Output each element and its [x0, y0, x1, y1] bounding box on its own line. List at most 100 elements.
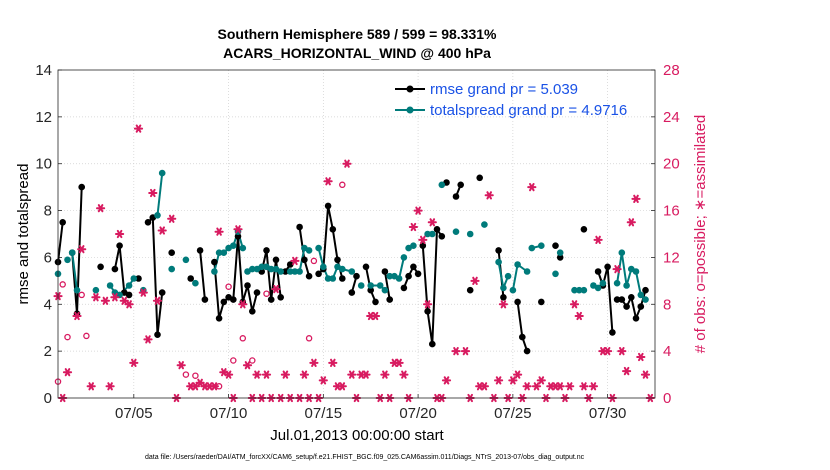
obs-assimilated-point — [494, 376, 504, 385]
obs-assimilated-point — [86, 382, 96, 391]
obs-assimilated-point — [536, 376, 546, 385]
spread-point — [509, 286, 517, 294]
spread-point — [239, 244, 247, 252]
rmse-point — [386, 296, 394, 303]
spread-point — [500, 284, 507, 292]
plot-frame — [57, 69, 656, 399]
spread-point — [106, 282, 114, 289]
rmse-point — [230, 296, 237, 303]
rmse-point — [111, 265, 119, 273]
rmse-point — [372, 298, 379, 306]
obs-possible-point — [339, 181, 346, 189]
obs-assimilated-point — [323, 177, 333, 186]
spread-point — [514, 261, 521, 268]
rmse-point — [329, 226, 337, 233]
spread-point — [277, 268, 285, 275]
spread-point — [291, 268, 299, 275]
spread-point — [211, 268, 218, 275]
spread-point — [594, 284, 602, 292]
rmse-point — [476, 174, 484, 182]
plot-area — [58, 70, 655, 398]
rmse-point — [381, 268, 389, 275]
rmse-point — [59, 219, 66, 226]
rmse-point — [538, 298, 545, 306]
spread-point — [64, 256, 71, 264]
obs-assimilated-point — [555, 382, 565, 391]
obs-assimilated-point — [143, 335, 153, 344]
spread-point — [481, 221, 488, 228]
obs-possible-point — [239, 335, 247, 342]
spread-point — [400, 254, 408, 261]
spread-point — [348, 268, 356, 275]
rmse-point — [201, 296, 209, 303]
obs-possible-point — [182, 371, 190, 378]
rmse-line-segment — [597, 265, 614, 333]
obs-assimilated-point — [209, 382, 219, 391]
obs-assimilated-point — [408, 222, 418, 232]
obs-assimilated-point — [617, 347, 627, 356]
obs-assimilated-point — [513, 370, 523, 379]
rmse-point — [220, 298, 228, 306]
obs-assimilated-point — [441, 376, 452, 385]
obs-assimilated-point — [224, 370, 234, 379]
rmse-point — [367, 286, 375, 294]
obs-assimilated-point — [636, 352, 646, 362]
obs-assimilated-point — [640, 370, 651, 379]
obs-assimilated-point — [299, 370, 309, 379]
x-tick-label: 07/30 — [589, 405, 627, 422]
obs-assimilated-point — [498, 300, 508, 309]
rmse-point — [637, 303, 645, 310]
obs-assimilated-point — [622, 366, 632, 376]
rmse-point — [452, 193, 460, 200]
y2-tick-label: 28 — [663, 62, 680, 79]
rmse-point — [628, 294, 635, 301]
obs-possible-point — [310, 257, 318, 265]
obs-assimilated-point — [290, 256, 300, 266]
spread-point — [130, 275, 138, 282]
rmse-point — [324, 202, 332, 210]
legend-rmse-label: rmse grand pr = 5.039 — [430, 81, 578, 98]
rmse-point — [410, 263, 417, 271]
obs-assimilated-point — [574, 311, 584, 321]
obs-assimilated-point — [91, 293, 101, 302]
spread-point — [73, 286, 81, 294]
spread-point — [220, 249, 228, 256]
spread-point — [320, 263, 327, 271]
obs-assimilated-point — [418, 235, 428, 244]
obs-assimilated-point — [124, 300, 134, 309]
y-axis-label: rmse and totalspread — [15, 164, 32, 305]
spread-point — [367, 282, 375, 289]
obs-assimilated-point — [361, 370, 371, 379]
legend: rmse grand pr = 5.039 totalspread grand … — [395, 81, 627, 119]
rmse-point — [642, 286, 649, 294]
y-tick-label: 6 — [44, 249, 52, 266]
rmse-line-segment — [199, 250, 206, 300]
spread-point — [599, 279, 607, 287]
obs-assimilated-point — [460, 347, 471, 356]
obs-assimilated-point — [579, 382, 589, 391]
rmse-point — [400, 284, 408, 292]
rmse-point — [263, 247, 270, 254]
rmse-point — [429, 340, 436, 348]
obs-assimilated-point — [157, 226, 167, 235]
rmse-point — [144, 219, 152, 226]
y-tick-label: 12 — [35, 109, 52, 126]
obs-assimilated-point — [451, 347, 461, 356]
rmse-line-segment — [147, 216, 164, 336]
obs-assimilated-point — [470, 276, 480, 285]
rmse-point — [301, 256, 308, 264]
obs-assimilated-point — [271, 284, 281, 294]
spread-point — [424, 230, 431, 238]
rmse-point — [419, 242, 427, 249]
obs-assimilated-point — [347, 370, 357, 379]
obs-assimilated-point — [152, 296, 163, 305]
spread-point — [580, 286, 588, 294]
data-file-footnote: data file: /Users/raeder/DAI/ATM_forcXX/… — [145, 454, 585, 461]
y2-tick-label: 8 — [663, 296, 671, 313]
rmse-point — [556, 254, 564, 261]
rmse-point — [196, 247, 204, 254]
rmse-point — [187, 275, 194, 282]
rmse-point — [296, 223, 303, 231]
obs-assimilated-point — [479, 382, 489, 391]
